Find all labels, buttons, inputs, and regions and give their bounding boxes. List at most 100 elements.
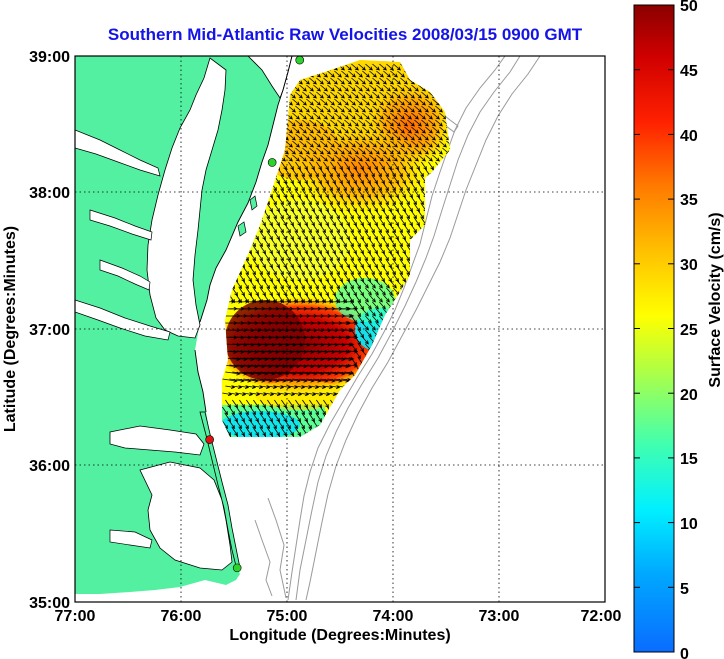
velocity-arrow xyxy=(323,203,329,213)
velocity-arrow xyxy=(278,224,284,234)
velocity-arrow xyxy=(372,161,378,171)
velocity-arrow xyxy=(351,91,359,99)
station-marker xyxy=(232,563,242,573)
velocity-arrow xyxy=(281,259,287,269)
velocity-arrow xyxy=(348,70,356,78)
contour-south-shelf xyxy=(254,519,273,597)
velocity-arrow xyxy=(411,126,419,134)
velocity-arrow xyxy=(274,413,280,423)
velocity-arrow xyxy=(285,266,291,276)
velocity-arrow xyxy=(362,196,368,206)
velocity-arrow xyxy=(316,189,322,199)
velocity-arrow xyxy=(383,280,390,289)
velocity-arrow xyxy=(400,189,406,199)
velocity-arrow xyxy=(271,280,277,290)
velocity-arrow xyxy=(344,313,355,318)
velocity-arrow xyxy=(358,217,364,227)
velocity-arrow xyxy=(243,349,259,354)
velocity-arrow xyxy=(330,91,338,99)
velocity-arrow xyxy=(383,84,391,92)
velocity-arrow xyxy=(379,161,385,171)
velocity-arrow xyxy=(309,413,315,423)
contour-south-shelf-2 xyxy=(267,497,287,599)
velocity-arrow xyxy=(306,238,312,248)
contour-deep xyxy=(305,56,541,601)
velocity-arrow xyxy=(327,196,333,206)
y-tick-label: 37:00 xyxy=(29,322,70,339)
velocity-arrow xyxy=(386,259,392,269)
velocity-arrow xyxy=(355,252,361,262)
velocity-arrow xyxy=(379,77,387,85)
velocity-arrow xyxy=(386,245,392,255)
velocity-arrow xyxy=(358,343,364,353)
velocity-arrow xyxy=(299,420,305,430)
velocity-arrow xyxy=(344,105,352,113)
velocity-arrow xyxy=(344,119,352,127)
velocity-arrow xyxy=(299,140,307,148)
velocity-arrow xyxy=(372,119,380,127)
velocity-arrow xyxy=(288,259,294,269)
velocity-arrow xyxy=(351,217,357,227)
velocity-arrow xyxy=(341,224,347,234)
velocity-arrow xyxy=(278,196,284,206)
velocity-arrow xyxy=(302,133,310,141)
velocity-arrow xyxy=(250,280,256,290)
velocity-arrow xyxy=(400,217,406,227)
velocity-arrow xyxy=(362,126,370,134)
velocity-arrow xyxy=(323,231,329,241)
velocity-arrow xyxy=(330,133,338,141)
velocity-arrow xyxy=(320,238,326,248)
velocity-arrow xyxy=(348,210,354,220)
velocity-arrow xyxy=(250,349,266,354)
velocity-arrow xyxy=(309,203,315,213)
velocity-arrow xyxy=(295,105,303,113)
velocity-arrow xyxy=(222,420,228,430)
x-tick-label: 76:00 xyxy=(161,608,202,625)
velocity-arrow xyxy=(316,217,322,227)
velocity-arrow xyxy=(365,287,372,296)
velocity-arrow xyxy=(334,126,342,134)
velocity-arrow xyxy=(411,154,419,162)
velocity-arrow xyxy=(348,112,356,120)
velocity-arrow xyxy=(372,105,380,113)
velocity-arrow xyxy=(337,189,343,199)
velocity-arrow xyxy=(323,91,331,99)
velocity-arrow xyxy=(306,112,314,120)
velocity-arrow xyxy=(397,154,405,162)
velocity-arrow xyxy=(397,210,403,220)
velocity-arrow xyxy=(341,182,347,192)
velocity-arrow xyxy=(313,196,319,206)
velocity-arrow xyxy=(309,342,325,347)
velocity-arrow xyxy=(246,287,252,297)
velocity-arrow xyxy=(358,63,366,71)
velocity-arrow xyxy=(253,259,259,269)
velocity-arrow xyxy=(267,342,283,347)
x-tick-label: 74:00 xyxy=(373,608,414,625)
velocity-arrow xyxy=(334,280,340,290)
velocity-arrow xyxy=(341,168,347,178)
velocity-arrow xyxy=(372,315,379,324)
velocity-arrow xyxy=(274,217,280,227)
velocity-arrow xyxy=(288,119,296,127)
velocity-arrow xyxy=(362,112,370,120)
velocity-arrow xyxy=(337,91,345,99)
velocity-arrow xyxy=(271,349,287,354)
velocity-arrow xyxy=(362,238,368,248)
velocity-arrow xyxy=(253,273,259,283)
velocity-arrow xyxy=(376,252,382,262)
river-york xyxy=(99,259,151,291)
velocity-arrow xyxy=(421,161,427,171)
velocity-arrow xyxy=(292,420,298,430)
velocity-arrow xyxy=(393,189,399,199)
velocity-arrow xyxy=(358,273,364,283)
velocity-arrow xyxy=(344,175,350,185)
velocity-arrow xyxy=(274,399,280,409)
velocity-arrow xyxy=(295,245,301,255)
velocity-arrow xyxy=(421,119,429,127)
velocity-arrow xyxy=(306,210,312,220)
velocity-arrow xyxy=(358,175,364,185)
velocity-arrow xyxy=(376,308,383,317)
y-axis: 39:00 38:00 37:00 36:00 35:00 Latitude (… xyxy=(2,49,70,612)
velocity-arrow xyxy=(285,238,291,248)
